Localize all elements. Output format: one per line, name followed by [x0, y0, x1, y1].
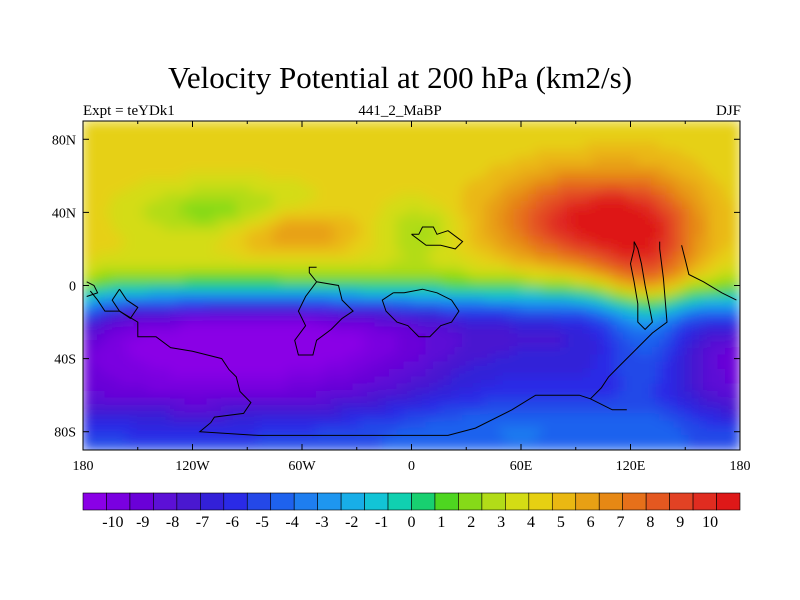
colorbar-swatch	[575, 492, 600, 511]
colorbar-label: -7	[196, 514, 209, 531]
colorbar-swatch	[340, 492, 365, 511]
colorbar-label: 1	[437, 514, 445, 531]
colorbar: -10 -9 -8 -7 -6 -5 -4 -3 -2 -1 0 1 2 3 4 5 6 7 8 9 10	[82, 492, 741, 531]
colorbar-swatch	[176, 492, 201, 511]
season-label: DJF	[715, 103, 741, 119]
colorbar-swatch	[153, 492, 178, 511]
y-tick-label: 40N	[52, 206, 76, 221]
colorbar-swatch	[223, 492, 248, 511]
colorbar-swatch	[434, 492, 459, 511]
x-axis: 180 120W 60W 0 60E 120E 180	[73, 121, 751, 474]
colorbar-swatch	[716, 492, 741, 511]
colorbar-swatch	[411, 492, 436, 511]
colorbar-label: -4	[285, 514, 298, 531]
x-tick-label: 60E	[510, 459, 533, 474]
y-axis: 80N 40N 0 40S 80S	[52, 133, 740, 441]
x-tick-label: 180	[730, 459, 751, 474]
colorbar-swatch	[551, 492, 577, 511]
colorbar-swatch	[387, 492, 412, 511]
colorbar-swatch	[246, 492, 272, 511]
y-tick-label: 80S	[54, 426, 76, 441]
coastline-segment	[294, 266, 354, 356]
colorbar-label: -1	[375, 514, 388, 531]
colorbar-swatch	[692, 492, 717, 511]
colorbar-swatch	[293, 492, 318, 511]
colorbar-swatch	[106, 492, 131, 511]
coastline-segment	[111, 288, 139, 320]
colorbar-swatch	[528, 492, 553, 511]
x-tick-label: 0	[408, 459, 415, 474]
coastline-segment	[629, 241, 653, 331]
colorbar-label: 2	[467, 514, 475, 531]
x-tick-label: 60W	[288, 459, 316, 474]
coastline-segment	[590, 241, 668, 400]
colorbar-label: -8	[166, 514, 179, 531]
colorbar-label: 9	[676, 514, 684, 531]
coastline-segment	[411, 226, 464, 250]
colorbar-swatch	[270, 492, 295, 511]
colorbar-label: 5	[557, 514, 565, 531]
colorbar-label: -3	[315, 514, 328, 531]
coastlines	[86, 226, 737, 436]
coastline-segment	[89, 290, 627, 436]
colorbar-label: -10	[102, 514, 123, 531]
colorbar-label: -9	[136, 514, 149, 531]
colorbar-swatch	[129, 492, 154, 511]
colorbar-swatch	[669, 492, 694, 511]
colorbar-label: 10	[702, 514, 718, 531]
colorbar-swatch	[645, 492, 670, 511]
colorbar-swatch	[82, 492, 107, 511]
y-tick-label: 80N	[52, 133, 76, 148]
colorbar-label: -2	[345, 514, 358, 531]
x-tick-label: 180	[73, 459, 94, 474]
colorbar-label: 0	[408, 514, 416, 531]
colorbar-swatch	[598, 492, 623, 511]
coastline-segment	[681, 245, 737, 301]
colorbar-label: 4	[527, 514, 535, 531]
x-tick-label: 120W	[175, 459, 210, 474]
colorbar-label: 7	[617, 514, 625, 531]
experiment-label: Expt = teYDk1	[83, 103, 175, 119]
y-tick-label: 0	[69, 280, 76, 295]
colorbar-swatch	[364, 492, 389, 511]
colorbar-swatch	[622, 492, 647, 511]
coastline-segment	[381, 288, 460, 338]
colorbar-label: 8	[646, 514, 654, 531]
colorbar-swatch	[200, 492, 225, 511]
run-label: 441_2_MaBP	[358, 103, 442, 119]
colorbar-swatch	[481, 492, 506, 511]
x-tick-label: 120E	[616, 459, 646, 474]
colorbar-swatch	[458, 492, 483, 511]
coastline-segment	[86, 281, 99, 297]
colorbar-label: -5	[256, 514, 269, 531]
colorbar-label: 3	[497, 514, 505, 531]
colorbar-swatch	[505, 492, 530, 511]
y-tick-label: 40S	[54, 353, 76, 368]
contour-field	[83, 121, 740, 450]
chart-title: Velocity Potential at 200 hPa (km2/s)	[167, 60, 633, 95]
colorbar-label: 6	[587, 514, 595, 531]
colorbar-label: -6	[226, 514, 239, 531]
colorbar-swatch	[317, 492, 342, 511]
